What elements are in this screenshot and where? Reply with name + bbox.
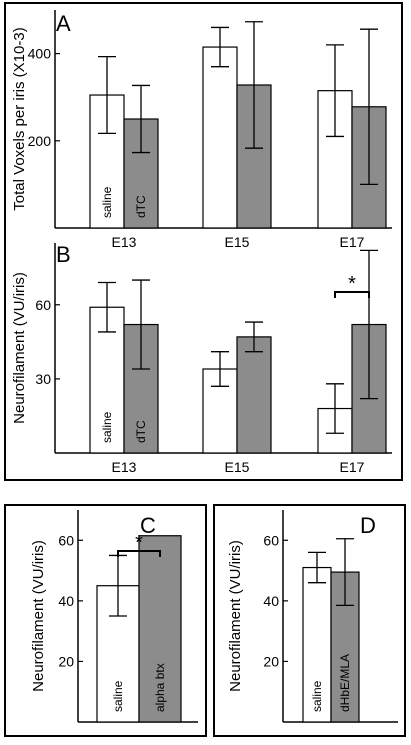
bar [302, 566, 332, 723]
chart-panel-a: A Total Voxels per iris (X10-3) 200 400 sali… [11, 10, 392, 250]
y-tick-label: 30 [35, 371, 51, 387]
x-tick-label: E15 [225, 459, 250, 475]
bar-label: alpha btx [153, 663, 167, 712]
panel-c-frame [4, 504, 207, 737]
bar [138, 535, 182, 723]
y-tick-label: 20 [58, 653, 74, 669]
x-tick-label: E13 [112, 459, 137, 475]
y-axis-label: Neurofilament (VU/iris) [11, 272, 28, 424]
bar [202, 46, 238, 229]
chart-panel-d: D Neurofilament (VU/iris) 20 40 60 saline dHbE… [227, 510, 398, 723]
bar-label: saline [111, 680, 125, 712]
significance-star: * [135, 532, 143, 554]
y-tick-label: 60 [35, 297, 51, 313]
panel-d-frame [213, 504, 406, 737]
y-tick-label: 60 [263, 532, 279, 548]
x-tick-label: E17 [340, 234, 365, 250]
chart-panel-c: C Neurofilament (VU/iris) 20 40 60 saline alph… [30, 510, 198, 723]
y-tick-label: 20 [263, 653, 279, 669]
x-tick-label: E17 [340, 459, 365, 475]
bar-label: dHbE/MLA [338, 654, 352, 712]
y-tick-label: 40 [58, 593, 74, 609]
top-panel-frame [4, 2, 403, 481]
bar [236, 336, 272, 454]
y-axis-label: Total Voxels per iris (X10-3) [11, 27, 28, 210]
bar-label: saline [310, 680, 324, 712]
significance-bracket [334, 291, 370, 298]
panel-label: A [56, 11, 71, 36]
x-tick-label: E13 [112, 234, 137, 250]
panel-label: D [360, 513, 376, 538]
y-tick-label: 200 [28, 133, 52, 149]
panel-label: C [140, 513, 156, 538]
significance-bracket [117, 550, 161, 557]
y-axis-label: Neurofilament (VU/iris) [30, 540, 47, 692]
x-tick-label: E15 [225, 234, 250, 250]
y-tick-label: 400 [28, 46, 52, 62]
bar-label: dTC [134, 195, 148, 218]
y-axis-label: Neurofilament (VU/iris) [227, 540, 244, 692]
significance-star: * [348, 273, 356, 295]
panel-label: B [56, 242, 71, 267]
y-tick-label: 60 [58, 532, 74, 548]
bar-label: dTC [134, 420, 148, 443]
y-tick-label: 40 [263, 593, 279, 609]
chart-panel-b: B Neurofilament (VU/iris) 30 60 saline dTC E13… [11, 242, 392, 475]
bar-label: saline [100, 411, 114, 443]
bar-label: saline [100, 186, 114, 218]
